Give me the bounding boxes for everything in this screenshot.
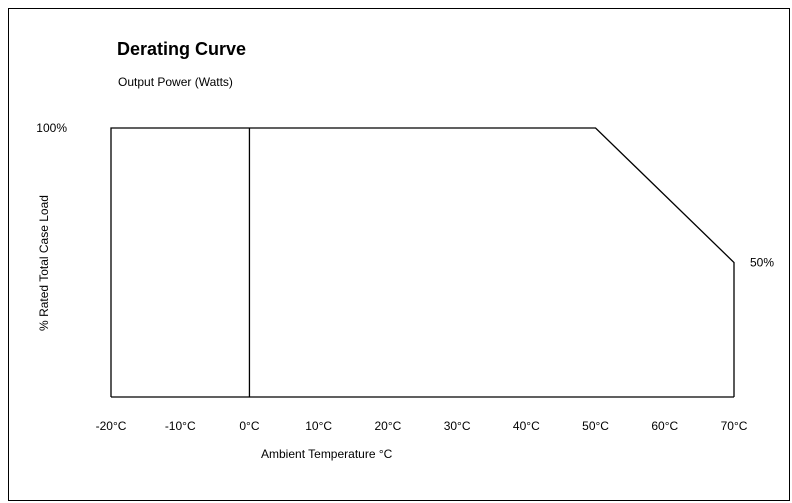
chart-frame bbox=[8, 8, 790, 501]
annotation-label: 50% bbox=[750, 256, 774, 270]
x-tick-label: 0°C bbox=[239, 419, 259, 433]
x-tick-label: 60°C bbox=[651, 419, 678, 433]
x-tick-label: 50°C bbox=[582, 419, 609, 433]
annotation-label: 100% bbox=[36, 121, 67, 135]
series-line-0 bbox=[110, 127, 735, 397]
y-axis-label: % Rated Total Case Load bbox=[37, 195, 51, 331]
chart-subtitle: Output Power (Watts) bbox=[118, 75, 233, 89]
x-tick-label: 30°C bbox=[444, 419, 471, 433]
x-tick-label: 40°C bbox=[513, 419, 540, 433]
x-tick-label: -10°C bbox=[165, 419, 196, 433]
x-tick-label: 70°C bbox=[721, 419, 748, 433]
x-tick-label: 20°C bbox=[374, 419, 401, 433]
x-tick-label: 10°C bbox=[305, 419, 332, 433]
chart-title: Derating Curve bbox=[117, 39, 247, 59]
x-tick-label: -20°C bbox=[96, 419, 127, 433]
x-axis-label: Ambient Temperature °C bbox=[261, 447, 393, 461]
